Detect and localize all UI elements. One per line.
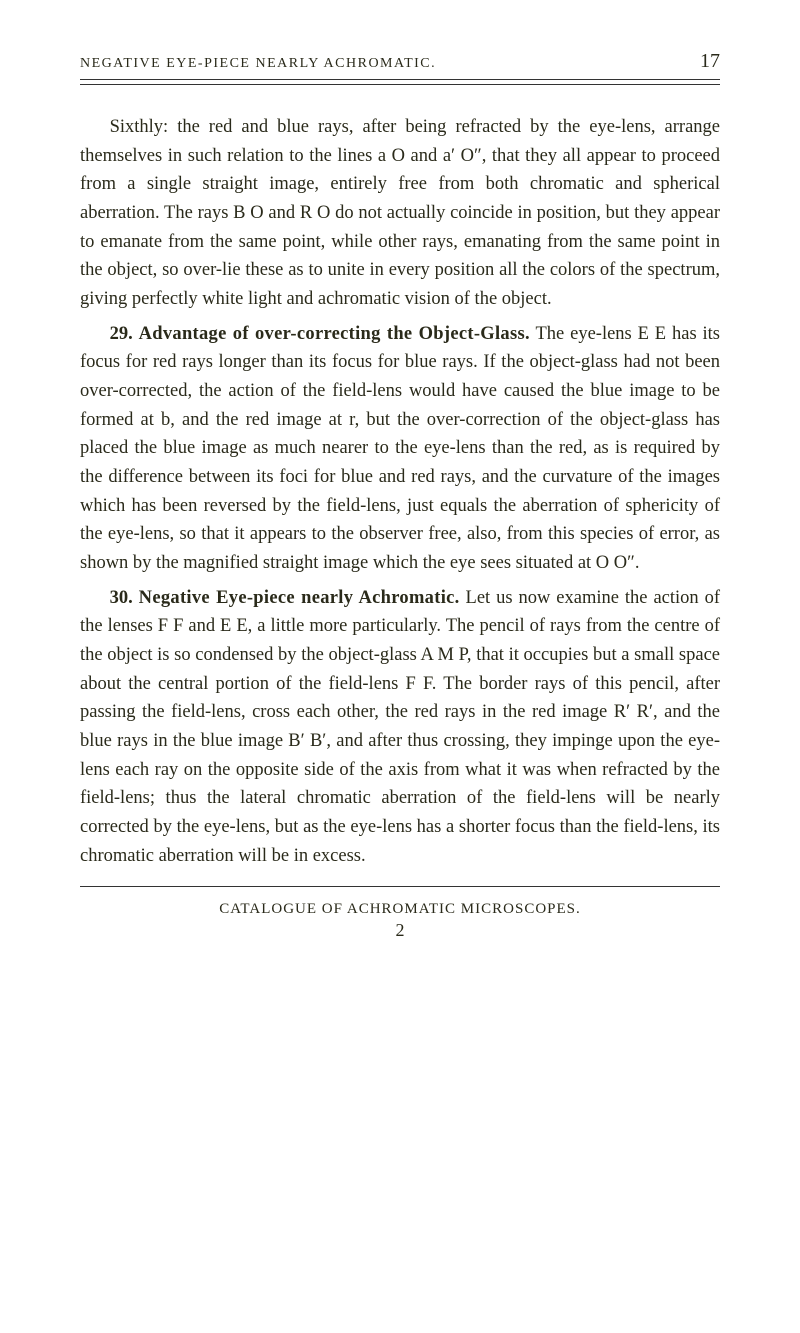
footer-signature-number: 2 — [80, 920, 720, 941]
section-29-label: 29. — [110, 324, 133, 344]
section-29-body: The eye-lens E E has its focus for red r… — [80, 324, 720, 573]
section-30-label: 30. — [110, 588, 133, 608]
header-rule — [80, 84, 720, 85]
header-row: NEGATIVE EYE-PIECE NEARLY ACHROMATIC. 17 — [80, 50, 720, 80]
section-30-title: Negative Eye-piece nearly Achromatic. — [139, 588, 460, 608]
section-29-title: Advantage of over-correcting the Object-… — [139, 324, 530, 344]
paragraph-sixthly: Sixthly: the red and blue rays, after be… — [80, 113, 720, 314]
body-text: Sixthly: the red and blue rays, after be… — [80, 113, 720, 870]
running-head: NEGATIVE EYE-PIECE NEARLY ACHROMATIC. — [80, 56, 436, 72]
paragraph-section-29: 29. Advantage of over-correcting the Obj… — [80, 320, 720, 578]
page: NEGATIVE EYE-PIECE NEARLY ACHROMATIC. 17… — [0, 0, 800, 1333]
footer-rule — [80, 886, 720, 887]
section-30-body: Let us now examine the action of the len… — [80, 588, 720, 866]
paragraph-section-30: 30. Negative Eye-piece nearly Achromatic… — [80, 584, 720, 871]
page-number: 17 — [700, 50, 720, 73]
footer-catalogue: CATALOGUE OF ACHROMATIC MICROSCOPES. — [80, 901, 720, 918]
